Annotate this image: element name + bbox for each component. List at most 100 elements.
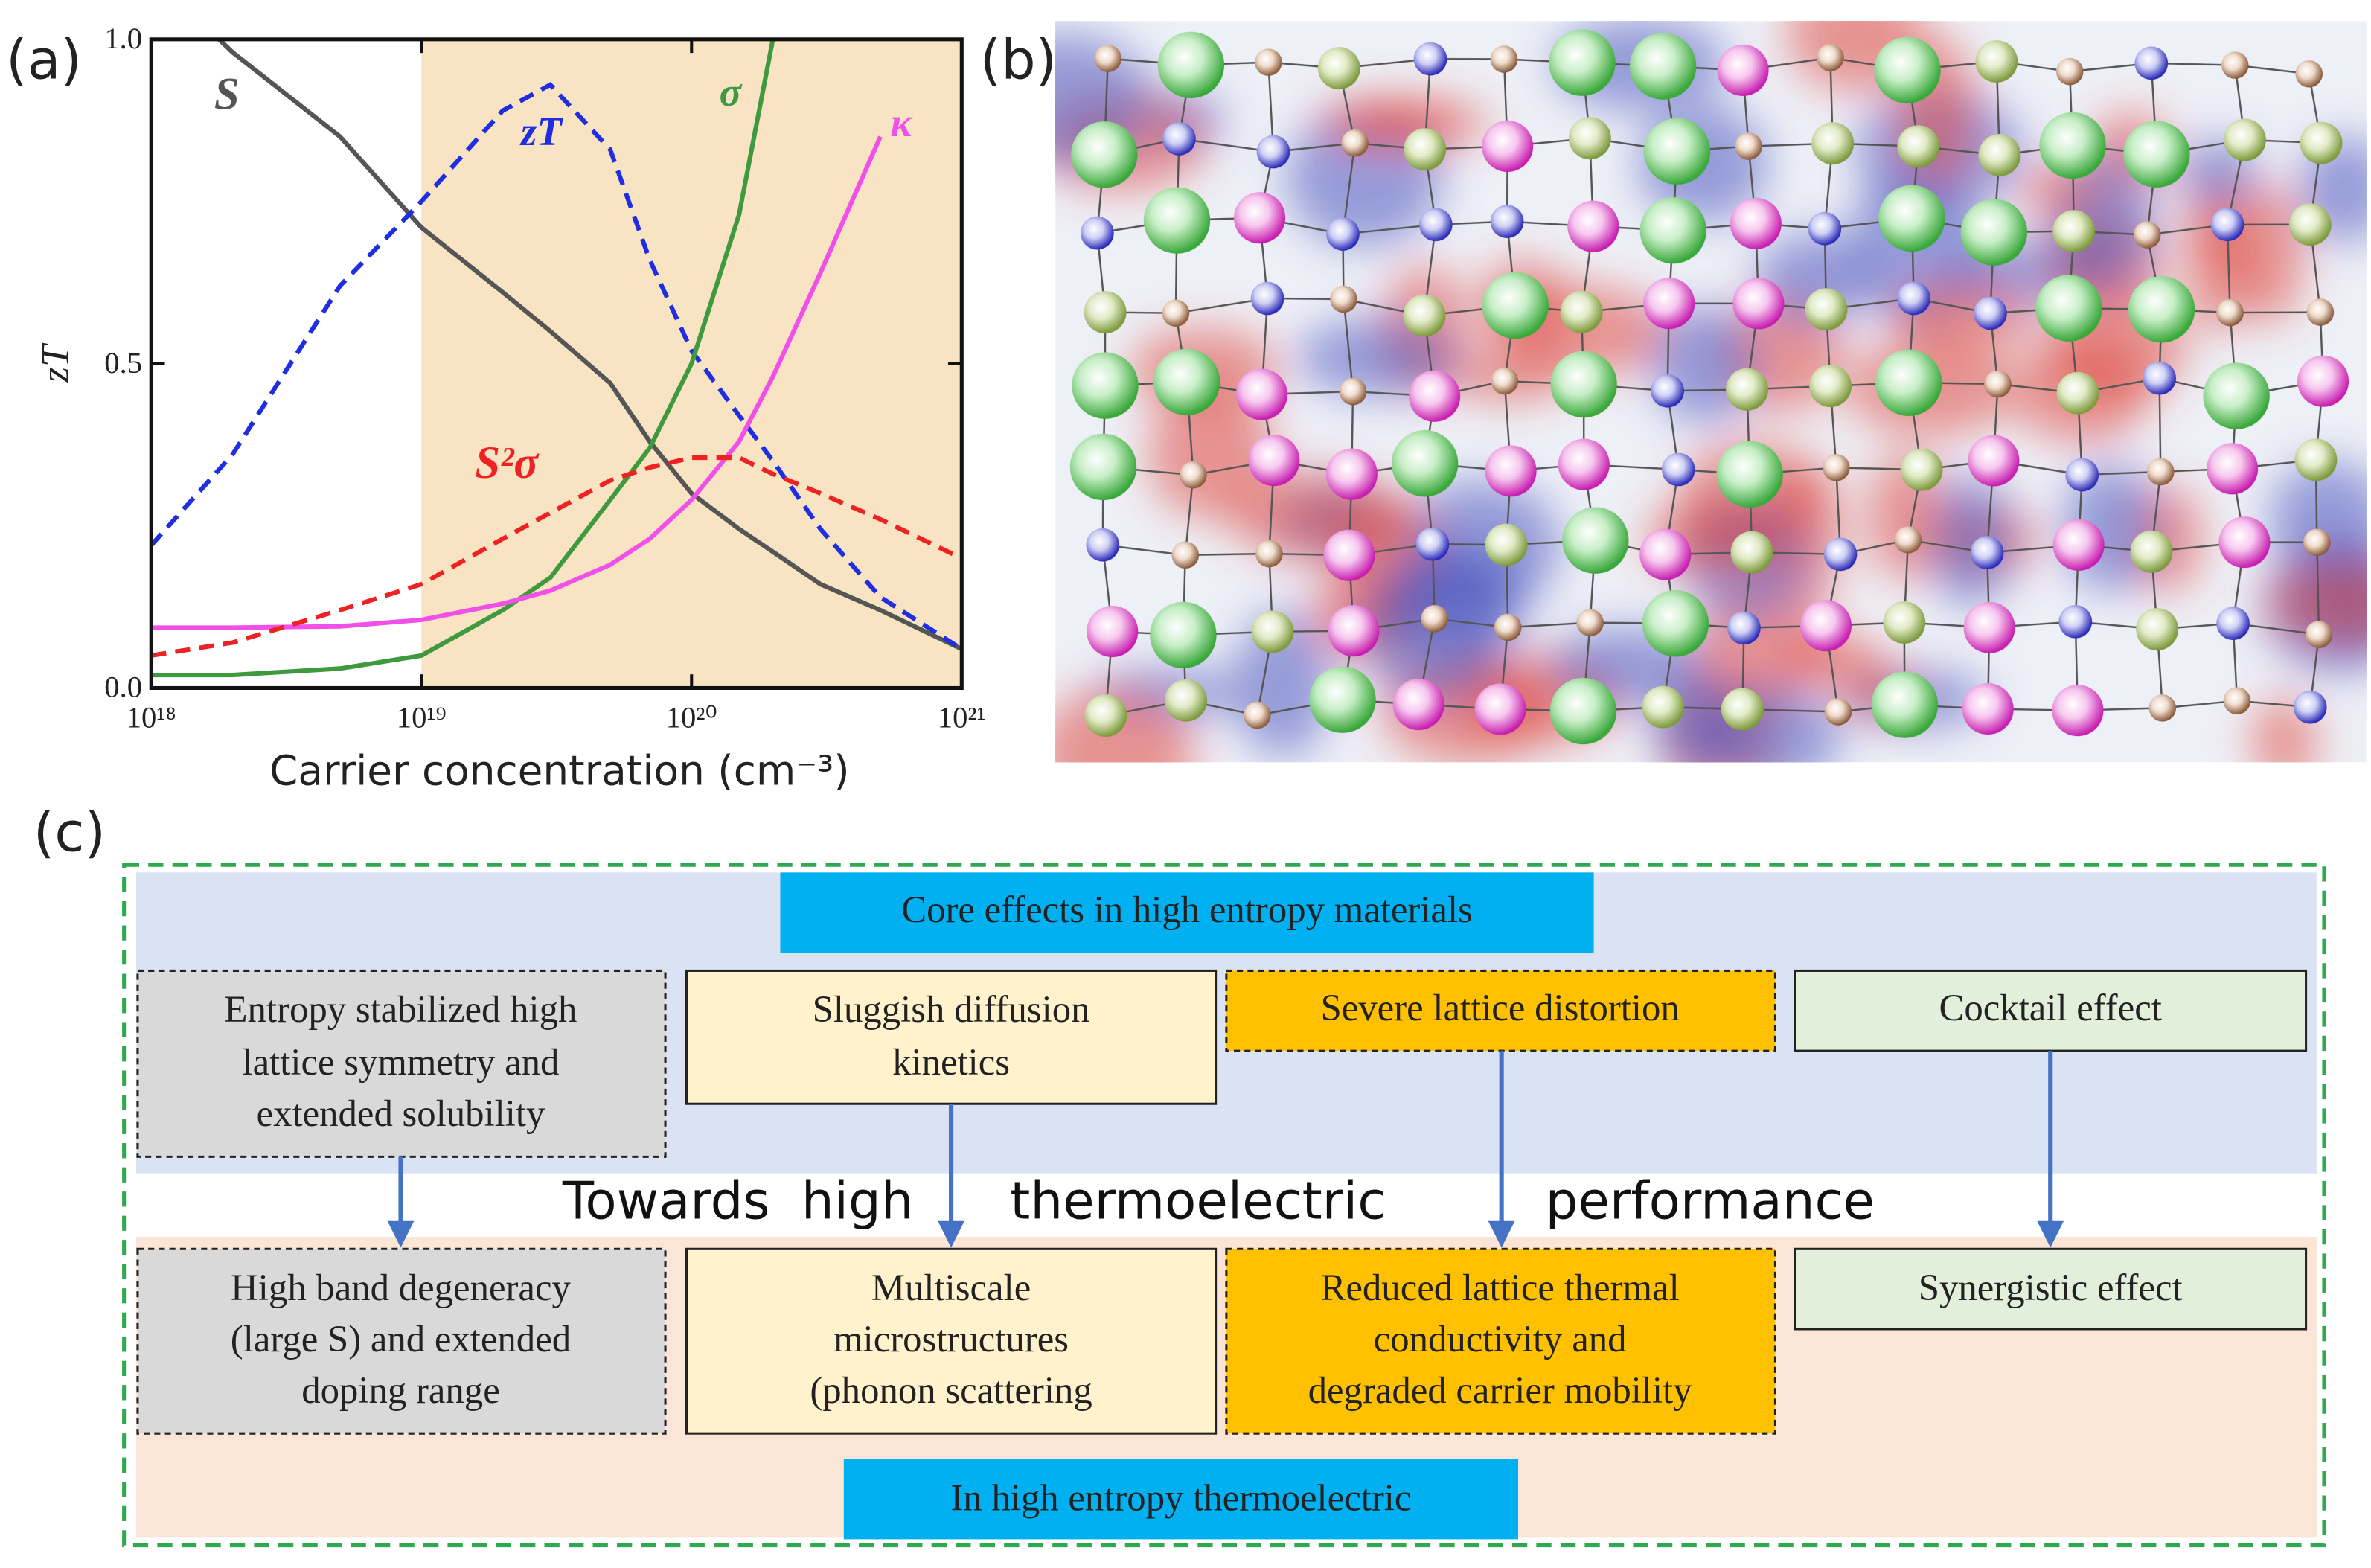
- arrow-head: [938, 1220, 964, 1248]
- atom: [1485, 523, 1528, 566]
- strain-blob: [1229, 472, 1403, 561]
- atom: [2223, 687, 2251, 714]
- bond: [2316, 542, 2320, 635]
- series-label: κ: [890, 100, 913, 145]
- bond: [1343, 298, 1354, 392]
- atom: [1403, 294, 1446, 337]
- atom: [2218, 516, 2271, 569]
- middle-word: Towards: [562, 1172, 770, 1232]
- atom: [2055, 57, 2084, 86]
- atom: [1339, 377, 1367, 406]
- atom: [1716, 441, 1783, 508]
- atom: [1162, 299, 1190, 327]
- x-tick-label: 10¹⁹: [397, 700, 447, 734]
- plot-frame: [149, 37, 964, 691]
- atom: [1717, 44, 1769, 96]
- strain-blob: [1695, 587, 1830, 708]
- atom: [2303, 528, 2331, 557]
- atom: [1661, 452, 1695, 487]
- atom: [1629, 33, 1697, 100]
- atom: [1087, 605, 1139, 658]
- strain-blob: [1783, 633, 1881, 679]
- atom: [2293, 690, 2327, 724]
- atom: [1171, 541, 1200, 569]
- series-label: σ: [720, 69, 743, 115]
- atom: [2148, 694, 2177, 722]
- box-text: degraded carrier mobility: [1308, 1369, 1693, 1411]
- atom: [1549, 29, 1616, 96]
- atom: [1071, 121, 1138, 188]
- plot-area: [151, 39, 962, 678]
- atom: [1094, 45, 1122, 72]
- atom: [1726, 368, 1768, 411]
- atom: [1894, 526, 1922, 554]
- atom: [1491, 367, 1519, 395]
- atom: [1974, 296, 2007, 330]
- atom: [1341, 129, 1369, 157]
- series-label: S: [214, 69, 240, 119]
- y-axis-title: zT: [33, 342, 77, 383]
- atom: [1727, 611, 1761, 645]
- atom: [1642, 685, 1685, 729]
- series-line: [151, 455, 962, 658]
- atom: [1897, 281, 1930, 316]
- box-text: Sluggish diffusion: [813, 988, 1090, 1030]
- atom: [1639, 528, 1692, 580]
- atom: [1250, 281, 1284, 316]
- atom: [1081, 216, 1114, 250]
- box-text: (large S) and extended: [231, 1318, 571, 1360]
- atom: [1960, 199, 2027, 266]
- outcome-box: [685, 1247, 1218, 1435]
- atom: [1474, 683, 1526, 735]
- atom: [1963, 601, 2015, 653]
- atom: [2052, 210, 2096, 253]
- y-tick-label: 0.5: [104, 346, 142, 380]
- atom: [1968, 435, 2020, 487]
- box-text: doping range: [301, 1369, 500, 1411]
- atom: [1651, 374, 1684, 408]
- atom: [2134, 46, 2169, 80]
- atom: [1809, 365, 1852, 408]
- atom: [1560, 290, 1603, 333]
- atom: [2039, 112, 2106, 179]
- atom: [1256, 135, 1290, 169]
- bottom-label: In high entropy thermoelectric: [950, 1476, 1411, 1518]
- atom: [1576, 609, 1604, 636]
- atom: [1153, 348, 1220, 415]
- x-tick-label: 10²⁰: [666, 700, 717, 734]
- atom: [2295, 60, 2323, 88]
- atom: [1897, 125, 1940, 168]
- diagram: Core effects in high entropy materials E…: [122, 863, 2326, 1548]
- atom: [2133, 221, 2161, 249]
- atom: [1415, 527, 1450, 561]
- atom: [1413, 42, 1447, 76]
- middle-word: performance: [1546, 1172, 1875, 1232]
- atom: [1328, 605, 1380, 657]
- atom: [1883, 601, 1926, 644]
- atom: [1244, 701, 1271, 729]
- outcome-box: [136, 1247, 667, 1435]
- atom: [1421, 605, 1448, 633]
- atom: [1639, 196, 1706, 264]
- atom: [1143, 187, 1211, 254]
- atom: [2216, 607, 2250, 641]
- atom: [2223, 118, 2266, 161]
- atom: [1418, 208, 1453, 242]
- diagram-frame: [122, 863, 2326, 1548]
- atom: [1165, 679, 1208, 722]
- atom: [1157, 31, 1225, 98]
- x-tick-label: 10¹⁸: [127, 700, 176, 734]
- atom: [2216, 298, 2244, 327]
- atom: [1409, 370, 1461, 422]
- middle-word: high: [801, 1172, 914, 1232]
- atom: [2288, 203, 2332, 246]
- atom: [1732, 278, 1785, 330]
- atom: [1643, 118, 1711, 185]
- series-line: [151, 135, 883, 630]
- atom: [1808, 211, 1842, 246]
- box-text: extended solubility: [257, 1092, 545, 1134]
- strain-blob: [2232, 185, 2305, 324]
- atom: [1485, 445, 1537, 497]
- atom: [1811, 122, 1855, 165]
